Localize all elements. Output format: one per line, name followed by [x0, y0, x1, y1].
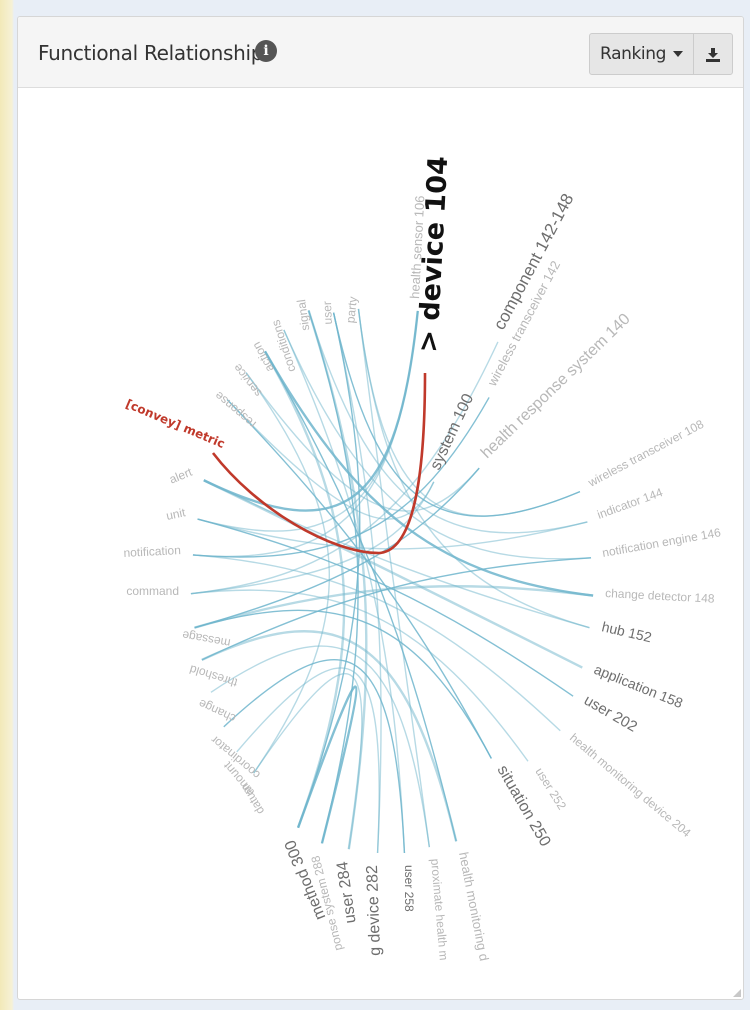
- node-label-15[interactable]: health monitoring d: [456, 851, 492, 962]
- node-label-37[interactable]: user: [320, 301, 335, 325]
- node-label-11[interactable]: user 202: [581, 692, 640, 736]
- node-label-29[interactable]: notification: [123, 543, 181, 560]
- edge[interactable]: [307, 310, 588, 534]
- toolbar-button-group: Ranking: [589, 33, 733, 75]
- edge[interactable]: [223, 658, 406, 854]
- node-label-25[interactable]: change: [196, 696, 238, 725]
- edge[interactable]: [307, 310, 359, 844]
- node-label-7[interactable]: notification engine 146: [601, 525, 722, 560]
- edge[interactable]: [210, 645, 431, 848]
- node-label-layer: > device 104 [convey] metric health sens…: [123, 155, 722, 962]
- ranking-label: Ranking: [600, 44, 666, 64]
- download-button[interactable]: [694, 34, 732, 74]
- resize-grip[interactable]: [733, 989, 741, 997]
- edge[interactable]: [197, 310, 419, 532]
- edge[interactable]: [357, 308, 581, 517]
- node-label-5[interactable]: wireless transceiver 108: [585, 417, 706, 490]
- node-label-28[interactable]: command: [126, 584, 179, 598]
- ranking-dropdown-button[interactable]: Ranking: [590, 34, 694, 74]
- edge[interactable]: [357, 308, 431, 848]
- edge[interactable]: [245, 372, 330, 774]
- highlighted-node-label[interactable]: [convey] metric: [124, 397, 227, 451]
- edge[interactable]: [190, 481, 435, 595]
- node-label-36[interactable]: signal: [294, 299, 312, 332]
- node-label-17[interactable]: user 258: [402, 865, 416, 912]
- edge[interactable]: [194, 585, 594, 629]
- node-label-30[interactable]: unit: [165, 505, 187, 523]
- edge[interactable]: [201, 630, 458, 842]
- node-label-3[interactable]: health response system 140: [478, 311, 634, 462]
- node-label-8[interactable]: change detector 148: [605, 586, 715, 606]
- relationship-diagram: > device 104 [convey] metric health sens…: [123, 155, 722, 962]
- edge[interactable]: [203, 479, 590, 629]
- node-label-12[interactable]: health monitoring device 204: [567, 731, 694, 841]
- edge[interactable]: [253, 673, 363, 850]
- edge[interactable]: [192, 397, 490, 558]
- edge[interactable]: [226, 399, 435, 520]
- node-label-38[interactable]: party: [343, 296, 360, 324]
- edge[interactable]: [197, 518, 574, 697]
- edge[interactable]: [264, 351, 457, 842]
- node-label-13[interactable]: user 252: [532, 765, 569, 812]
- node-label-6[interactable]: indicator 144: [595, 485, 665, 522]
- node-label-27[interactable]: message: [181, 628, 232, 650]
- caret-down-icon: [673, 51, 683, 57]
- node-label-16[interactable]: proximate health m: [428, 858, 451, 961]
- info-circle-icon[interactable]: i: [255, 40, 277, 62]
- panel-header: Functional Relationships i Ranking: [18, 17, 743, 88]
- edge[interactable]: [190, 589, 529, 762]
- node-label-18[interactable]: g device 282: [364, 865, 384, 956]
- edge[interactable]: [194, 609, 492, 759]
- node-label-0[interactable]: health sensor 106: [407, 195, 427, 299]
- edge[interactable]: [201, 557, 592, 661]
- download-icon: [706, 47, 720, 62]
- edge[interactable]: [226, 399, 492, 759]
- node-label-26[interactable]: threshold: [188, 662, 239, 690]
- edge[interactable]: [245, 372, 480, 512]
- highlighted-edge[interactable]: [211, 372, 427, 555]
- edge[interactable]: [192, 554, 561, 732]
- edge[interactable]: [236, 667, 380, 854]
- edge[interactable]: [332, 312, 382, 854]
- node-label-31[interactable]: alert: [167, 465, 195, 487]
- edge[interactable]: [283, 329, 406, 854]
- node-label-34[interactable]: action: [249, 340, 276, 375]
- functional-relationships-panel: Functional Relationships i Ranking > dev…: [17, 16, 744, 1000]
- panel-title: Functional Relationships: [38, 41, 274, 65]
- node-label-9[interactable]: hub 152: [600, 618, 653, 645]
- node-label-19[interactable]: user 284: [334, 860, 360, 924]
- edge[interactable]: [296, 685, 358, 844]
- node-label-4[interactable]: system 100: [427, 391, 477, 472]
- edge[interactable]: [263, 350, 346, 829]
